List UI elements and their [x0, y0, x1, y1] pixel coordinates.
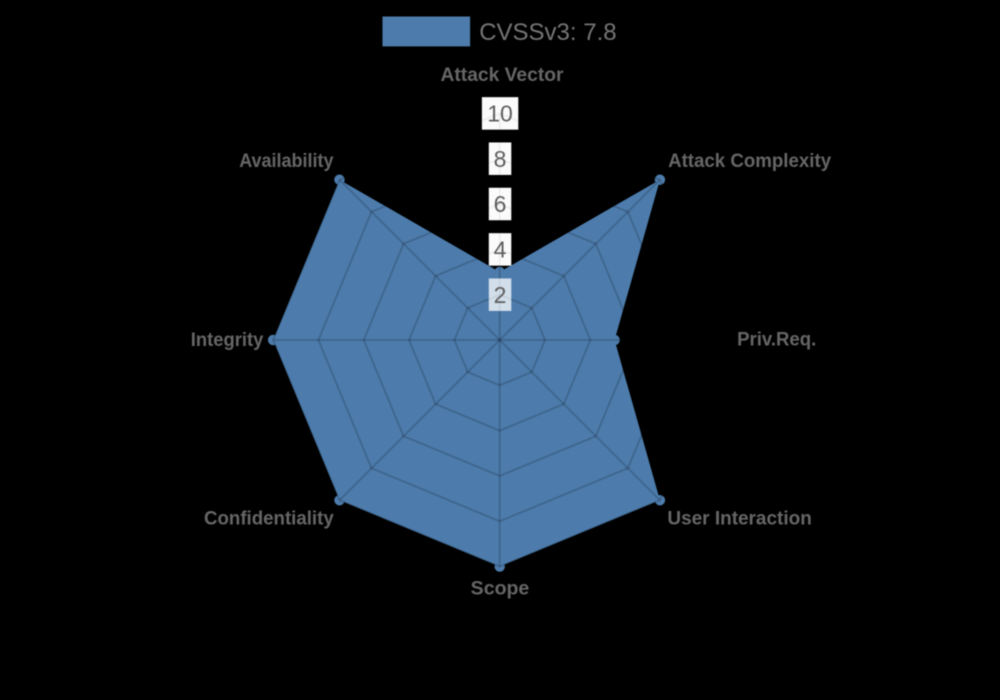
svg-text:Attack Vector: Attack Vector [441, 65, 565, 86]
svg-text:8: 8 [494, 146, 507, 172]
svg-text:Attack Complexity: Attack Complexity [668, 151, 831, 172]
svg-text:10: 10 [487, 101, 513, 127]
svg-text:2: 2 [494, 282, 507, 308]
svg-text:6: 6 [494, 191, 507, 217]
svg-text:Scope: Scope [471, 579, 530, 600]
svg-text:Priv.Req.: Priv.Req. [737, 330, 816, 351]
svg-text:Confidentiality: Confidentiality [204, 508, 334, 529]
svg-text:Availability: Availability [239, 151, 334, 172]
svg-text:4: 4 [494, 237, 507, 263]
svg-text:User Interaction: User Interaction [667, 508, 811, 529]
svg-text:Integrity: Integrity [191, 330, 264, 351]
svg-text:CVSSv3: 7.8: CVSSv3: 7.8 [479, 19, 616, 46]
